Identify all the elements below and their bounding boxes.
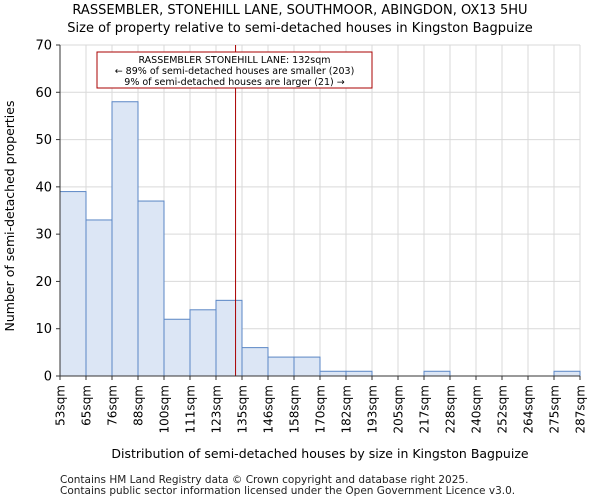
histogram-bar <box>423 370 451 377</box>
x-tick-label: 135sqm <box>236 385 250 433</box>
x-tick-label: 111sqm <box>184 385 198 433</box>
y-axis-label: Number of semi-detached properties <box>2 101 17 332</box>
histogram-bar <box>215 299 243 377</box>
x-tick-label: 287sqm <box>574 385 588 433</box>
y-tick-label: 20 <box>35 275 52 290</box>
x-tick-label: 240sqm <box>470 385 484 433</box>
marker-annotation-line: 9% of semi-detached houses are larger (2… <box>124 77 344 88</box>
x-tick-label: 53sqm <box>54 385 68 426</box>
x-tick-label: 205sqm <box>392 385 406 433</box>
x-tick-label: 123sqm <box>210 385 224 433</box>
x-tick-label: 146sqm <box>262 385 276 433</box>
histogram-bar <box>345 370 373 377</box>
y-tick-label: 40 <box>35 180 52 195</box>
x-tick-label: 100sqm <box>158 385 172 433</box>
x-tick-label: 217sqm <box>418 385 432 433</box>
histogram-bar <box>137 200 165 377</box>
y-tick-label: 60 <box>35 86 52 101</box>
chart-title: RASSEMBLER, STONEHILL LANE, SOUTHMOOR, A… <box>72 3 528 18</box>
x-tick-label: 65sqm <box>80 385 94 426</box>
y-tick-label: 70 <box>35 39 52 54</box>
x-tick-label: 275sqm <box>548 385 562 433</box>
marker-annotation-line: ← 89% of semi-detached houses are smalle… <box>115 66 355 77</box>
chart-subtitle: Size of property relative to semi-detach… <box>67 21 533 36</box>
x-tick-label: 228sqm <box>444 385 458 433</box>
x-tick-label: 182sqm <box>340 385 354 433</box>
x-tick-label: 193sqm <box>366 385 380 433</box>
y-tick-label: 10 <box>35 322 52 337</box>
marker-annotation-line: RASSEMBLER STONEHILL LANE: 132sqm <box>138 55 330 66</box>
histogram-bar <box>163 318 191 377</box>
histogram-bar <box>553 370 581 377</box>
marker-annotation-box <box>96 51 373 89</box>
histogram-bar <box>319 370 347 377</box>
x-tick-label: 252sqm <box>496 385 510 433</box>
x-tick-label: 264sqm <box>522 385 536 433</box>
histogram-bar <box>293 356 321 377</box>
x-axis-label: Distribution of semi-detached houses by … <box>111 446 528 461</box>
x-tick-label: 158sqm <box>288 385 302 433</box>
histogram-bar <box>189 309 217 377</box>
x-tick-label: 76sqm <box>106 385 120 426</box>
y-tick-label: 50 <box>35 133 52 148</box>
y-tick-label: 0 <box>44 370 52 385</box>
x-tick-label: 88sqm <box>132 385 146 426</box>
x-tick-label: 170sqm <box>314 385 328 433</box>
histogram-bar <box>241 347 269 377</box>
y-tick-label: 30 <box>35 228 52 243</box>
footer-line-2: Contains public sector information licen… <box>60 485 516 497</box>
histogram-bar <box>85 219 113 377</box>
histogram-bar <box>267 356 295 377</box>
footer-line-1: Contains HM Land Registry data © Crown c… <box>60 474 469 486</box>
histogram-bar <box>59 191 87 377</box>
histogram-bar <box>111 101 139 377</box>
